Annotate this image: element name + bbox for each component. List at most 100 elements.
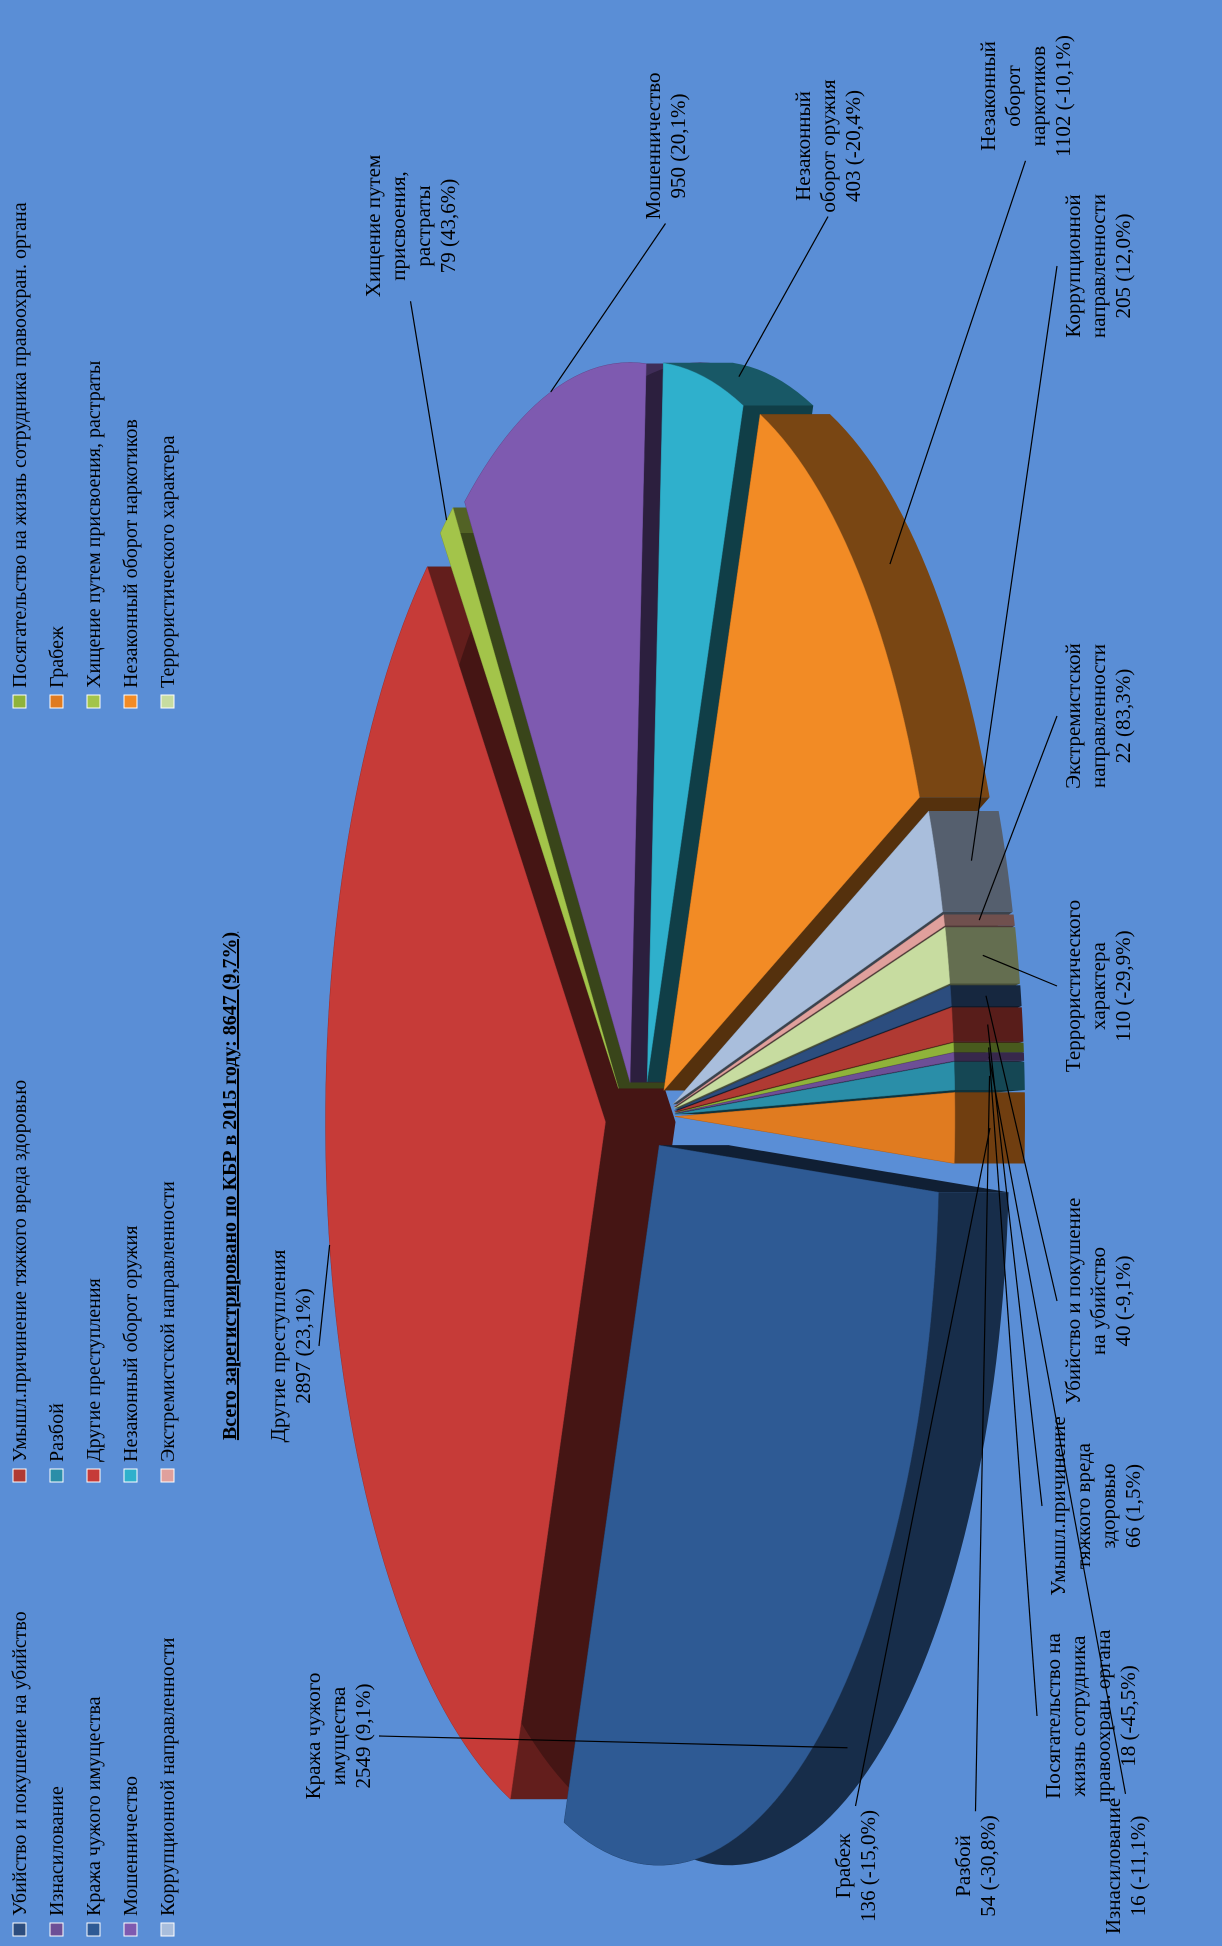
legend-label: Незаконный оборот наркотиков — [120, 419, 142, 688]
legend-swatch — [160, 694, 175, 709]
legend-label: Убийство и покушение на убийство — [9, 1611, 31, 1916]
callout-value: 22 (83,3%) — [1111, 669, 1135, 763]
pie-slice — [673, 914, 946, 1108]
leader-line — [970, 265, 1058, 861]
rotated-chart: Всего зарегистрировано по КБР в 2015 год… — [9, 35, 1150, 1937]
callout-value: 40 (-9,1%) — [1111, 1256, 1135, 1347]
legend-swatch — [49, 694, 64, 709]
pie-slice — [563, 1144, 939, 1866]
leader-line — [988, 1056, 1127, 1794]
leader-line — [738, 216, 829, 377]
callout: Грабеж 136 (-15,0%) — [831, 1810, 880, 1922]
callout: Разбой 54 (-30,8%) — [951, 1815, 1000, 1916]
callout: Коррупционнойнаправленности 205 (12,0%) — [1061, 194, 1135, 338]
leader-line — [854, 1127, 991, 1807]
pie-slice — [674, 985, 952, 1111]
callout-name: Незаконныйоборот оружия — [791, 79, 840, 213]
leader-line — [409, 301, 448, 521]
legend-label: Грабеж — [46, 626, 68, 688]
callout: Мошенничество 950 (20,1%) — [641, 72, 690, 219]
callout-value: 950 (20,1%) — [666, 94, 690, 199]
pie-slice — [672, 810, 944, 1105]
legend-label: Разбой — [46, 1403, 68, 1462]
callout-name: Коррупционнойнаправленности — [1061, 194, 1110, 338]
leader-line — [985, 995, 1058, 1302]
legend-swatch — [160, 1468, 175, 1483]
callout-name: Другие преступления — [266, 1249, 290, 1442]
pie-slice — [674, 1007, 954, 1113]
legend-label: Посягательство на жизнь сотрудника право… — [9, 202, 31, 688]
leader-line — [550, 223, 666, 393]
leader-line — [982, 954, 1058, 987]
callout-name: Незаконныйоборотнаркотиков — [976, 41, 1050, 151]
legend-swatch — [12, 1922, 27, 1937]
callout-name: Кража чужогоимущества — [301, 1673, 350, 1800]
callout-name: Разбой — [951, 1835, 975, 1897]
callout: Убийство и покушениена убийство 40 (-9,1%… — [1061, 1198, 1135, 1405]
callout-value: 54 (-30,8%) — [976, 1815, 1000, 1916]
callout: Кража чужогоимущества 2549 (9,1%) — [301, 1673, 375, 1800]
legend-label: Другие преступления — [83, 1278, 105, 1462]
leader-line — [978, 715, 1058, 921]
legend-label: Незаконный оборот оружия — [120, 1226, 142, 1462]
legend-label: Террористического характера — [157, 435, 179, 688]
slice-side — [943, 914, 1015, 926]
leader-line — [974, 1075, 991, 1812]
legend-label: Коррупционной направленности — [157, 1637, 179, 1916]
pie-slice — [674, 926, 951, 1109]
legend-label: Умышл.причинение тяжкого вреда здоровью — [9, 1080, 31, 1462]
legend-swatch — [12, 1468, 27, 1483]
leader-line — [318, 1244, 331, 1347]
pie-slice — [646, 362, 744, 1082]
legend-swatch — [160, 1922, 175, 1937]
callout-name: Изнасилование — [1101, 1798, 1125, 1934]
legend-label: Изнасилование — [46, 1786, 68, 1916]
legend-swatch — [86, 1468, 101, 1483]
callout: Незаконныйоборот оружия 403 (-20,4%) — [791, 79, 865, 213]
callout: Террористическогохарактера 110 (-29,9%) — [1061, 900, 1135, 1072]
legend-swatch — [12, 694, 27, 709]
callout-name: Умышл.причинениетяжкого вредаздоровью — [1046, 1416, 1120, 1595]
callout: Хищение путемприсвоения,растраты 79 (43,6… — [361, 155, 460, 297]
callout-value: 136 (-15,0%) — [856, 1810, 880, 1922]
callout-value: 16 (-11,1%) — [1126, 1816, 1150, 1917]
callout-value: 1102 (-10,1%) — [1051, 35, 1075, 157]
legend-swatch — [123, 694, 138, 709]
callout-name: Экстремистскойнаправленности — [1061, 643, 1110, 789]
chart-title: Всего зарегистрировано по КБР в 2015 год… — [219, 932, 241, 1440]
legend-swatch — [123, 1922, 138, 1937]
legend-label: Кража чужого имущества — [83, 1696, 105, 1916]
callout: Незаконныйоборотнаркотиков 1102 (-10,1%) — [976, 35, 1075, 157]
leader-line — [889, 160, 1027, 565]
pie-tops — [325, 362, 956, 1866]
pie-slice — [674, 1052, 955, 1114]
slice-edge — [659, 1145, 1009, 1193]
callout-value: 2897 (23,1%) — [291, 1288, 315, 1403]
legend-swatch — [86, 694, 101, 709]
callout-value: 205 (12,0%) — [1111, 214, 1135, 319]
callout: Умышл.причинениетяжкого вредаздоровью 66 … — [1046, 1416, 1145, 1595]
callout: Изнасилование 16 (-11,1%) — [1101, 1798, 1150, 1934]
pie-slice — [440, 506, 619, 1089]
callout-value: 2549 (9,1%) — [351, 1684, 375, 1789]
callout-value: 18 (-45,5%) — [1116, 1665, 1140, 1766]
leader-line — [987, 1024, 1043, 1507]
pie-slice — [674, 1092, 956, 1164]
pie-slice — [674, 1042, 955, 1114]
callout-name: Террористическогохарактера — [1061, 900, 1110, 1072]
slice-side — [663, 362, 814, 406]
callout: Посягательство нажизнь сотрудникаправоох… — [1041, 1629, 1140, 1803]
callout-value: 79 (43,6%) — [436, 179, 460, 273]
pie-slice — [674, 1061, 956, 1115]
callout: Другие преступления 2897 (23,1%) — [266, 1249, 315, 1442]
callout-name: Хищение путемприсвоения,растраты — [361, 155, 435, 297]
pie-slice — [663, 413, 920, 1092]
callout-value: 66 (1,5%) — [1121, 1464, 1145, 1548]
slice-side — [945, 927, 1020, 984]
callout-name: Посягательство нажизнь сотрудникаправоох… — [1041, 1629, 1115, 1803]
callout-value: 110 (-29,9%) — [1111, 930, 1135, 1041]
pie-slice — [325, 565, 606, 1800]
legend-swatch — [49, 1468, 64, 1483]
callout-name: Мошенничество — [641, 72, 665, 219]
